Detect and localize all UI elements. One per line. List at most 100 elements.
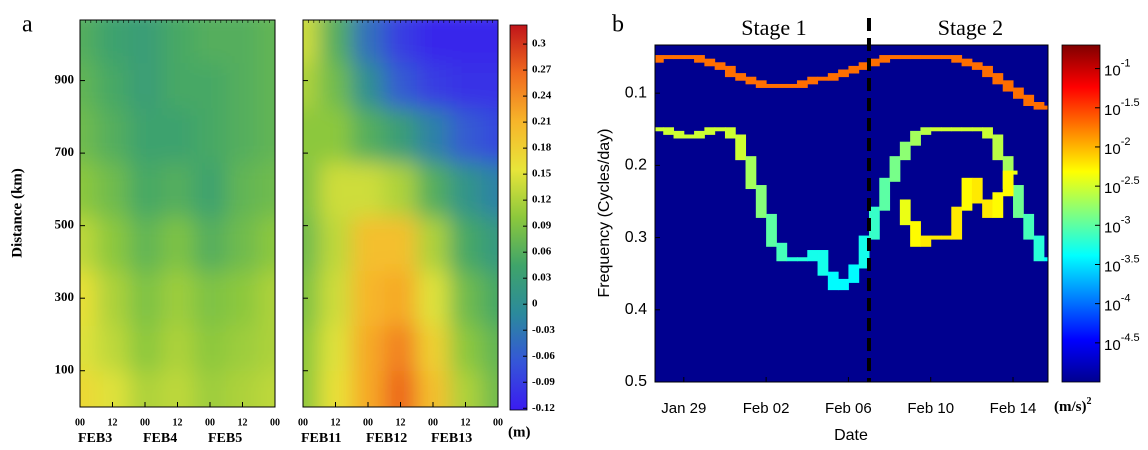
- x-tick-label: 00: [75, 417, 85, 428]
- tick-base: 10: [1104, 337, 1121, 354]
- ridge-point: [1002, 80, 1014, 92]
- heatmap-cell: [128, 370, 162, 407]
- ridge-point: [735, 73, 747, 81]
- heatmap-cell: [161, 162, 195, 218]
- colorbar-tick-label: 10-4.5: [1104, 332, 1140, 354]
- heatmap-cell: [449, 20, 483, 63]
- heatmap-cell: [80, 62, 97, 109]
- colorbar-tick-label: 10-4: [1104, 293, 1130, 315]
- colorbar-tick-label: 0.09: [532, 220, 552, 232]
- heatmap-cell: [481, 370, 498, 407]
- heatmap-cell: [258, 270, 275, 326]
- ridge-point: [724, 127, 736, 139]
- ridge-point: [766, 213, 777, 247]
- x-tick-label: 00: [298, 417, 308, 428]
- x-tick-label: 12: [173, 417, 183, 428]
- date-label: FEB5: [208, 431, 242, 446]
- heatmap-cell: [161, 20, 195, 63]
- heatmap-cell: [303, 107, 320, 163]
- x-tick-label: 12: [238, 417, 248, 428]
- ridge-point: [868, 58, 880, 67]
- ridge-point: [838, 69, 849, 78]
- heatmap-cell: [258, 325, 275, 372]
- heatmap-cell: [319, 216, 353, 272]
- panel-label: a: [22, 12, 33, 38]
- colorbar: [509, 24, 528, 411]
- heatmap-cell: [258, 107, 275, 163]
- ridge-point: [817, 76, 829, 81]
- ridges: [655, 55, 1048, 291]
- colorbar-tick-label: 0.06: [532, 246, 552, 258]
- heatmap-cell: [80, 162, 97, 218]
- colorbar-tick-label: 10-1.5: [1104, 97, 1140, 119]
- x-tick-label: 00: [363, 417, 373, 428]
- ridge-point: [961, 127, 973, 132]
- heatmap-cell: [384, 20, 418, 63]
- ridge-point: [1013, 185, 1024, 218]
- heatmap-cell: [384, 62, 418, 109]
- ridge-point: [858, 62, 870, 70]
- ridge-point: [827, 73, 839, 81]
- heatmap-cell: [161, 216, 195, 272]
- y-axis-label: Frequency (Cycles/day): [596, 129, 613, 298]
- ridge-point: [879, 177, 891, 211]
- ridge-point: [1033, 235, 1045, 262]
- heatmap-cell: [303, 20, 320, 63]
- tick-exponent: -2.5: [1121, 175, 1140, 187]
- heatmap-cell: [161, 325, 195, 372]
- colorbar-tick-label: 10-3.5: [1104, 253, 1140, 275]
- heatmap-cell: [128, 62, 162, 109]
- heatmap-cell: [226, 107, 260, 163]
- x-tick-label: Feb 02: [743, 400, 790, 417]
- ridge-point: [673, 55, 685, 60]
- tick-exponent: -2: [1121, 136, 1131, 148]
- heatmap-cell: [384, 216, 418, 272]
- ridge-point: [920, 55, 932, 60]
- colorbar-tick-label: 0: [532, 298, 538, 310]
- ridge-point: [735, 134, 747, 161]
- x-tick-label: Feb 10: [907, 400, 954, 417]
- heatmap-cell: [226, 216, 260, 272]
- ridge-point: [982, 127, 993, 139]
- ridge-point: [1013, 87, 1024, 99]
- ridge-point: [1023, 213, 1035, 240]
- ridge-point: [920, 127, 932, 135]
- tick-exponent: -4: [1121, 293, 1131, 305]
- tick-base: 10: [1104, 63, 1121, 80]
- ridge-point: [1023, 94, 1035, 106]
- colorbar-tick-label: -0.09: [532, 376, 555, 388]
- colorbar-tick-label: -0.06: [532, 350, 555, 362]
- colorbar: [1061, 44, 1101, 383]
- heatmap-cell: [161, 107, 195, 163]
- heatmap-cell: [416, 162, 450, 218]
- heatmap-cell: [258, 20, 275, 63]
- heatmap-cells: [80, 20, 275, 407]
- heatmap-cell: [351, 216, 385, 272]
- ridge-point: [776, 242, 788, 262]
- x-tick-label: 12: [108, 417, 118, 428]
- ridge-point: [910, 221, 921, 247]
- heatmap-cell: [193, 216, 227, 272]
- heatmap-cell: [416, 216, 450, 272]
- ridge-point: [930, 55, 942, 60]
- y-tick-label: 300: [55, 289, 75, 304]
- heatmap-cell: [193, 107, 227, 163]
- heatmap-cell: [449, 370, 483, 407]
- heatmap-cell: [128, 20, 162, 63]
- heatmap-cell: [416, 270, 450, 326]
- ridge-point: [951, 55, 963, 63]
- heatmap-cell: [128, 270, 162, 326]
- ridge-point: [889, 55, 901, 60]
- heatmap-cell: [351, 162, 385, 218]
- ridge-point: [838, 278, 849, 291]
- heatmap-cell: [481, 270, 498, 326]
- heatmap-cell: [96, 370, 130, 407]
- heatmap-cell: [258, 62, 275, 109]
- colorbar-tick-label: 10-2.5: [1104, 175, 1140, 197]
- ridge-point: [796, 80, 808, 88]
- ridge-point: [971, 127, 983, 132]
- heatmap-cell: [319, 270, 353, 326]
- heatmap-cell: [416, 62, 450, 109]
- ridge-point: [961, 177, 973, 211]
